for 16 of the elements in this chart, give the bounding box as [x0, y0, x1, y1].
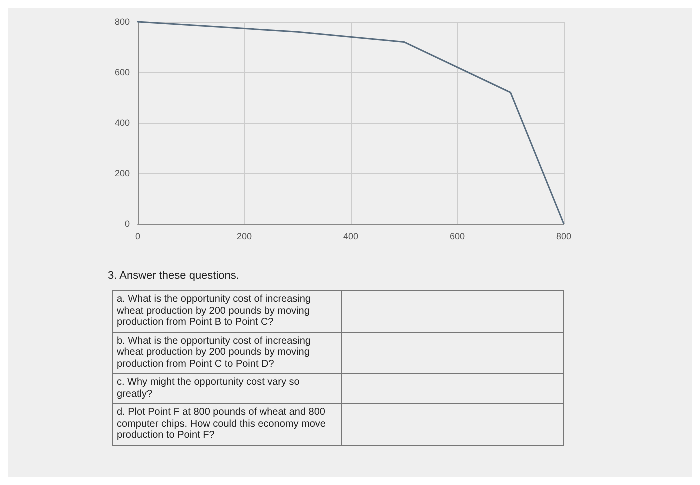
x-tick-label: 200	[236, 232, 252, 242]
text: b. What is the opportunity cost of increasing wheat production by 200 pounds by moving production from Point C to Point D?	[112, 332, 342, 374]
y-tick-label: 200	[114, 168, 130, 178]
x-tick-label: 600	[450, 232, 466, 242]
x-tick-label: 0	[135, 232, 141, 242]
text: a. What is the opportunity cost of increasing wheat production by 200 pounds by moving production from Point B to Point C?	[112, 290, 342, 332]
y-tick-label: 400	[114, 118, 130, 128]
y-tick-label: 600	[114, 68, 130, 78]
text: d. Plot Point F at 800 pounds of wheat and 800 computer chips. How could this economy move production to Point F?	[112, 404, 342, 445]
y-tick-label: 0	[124, 219, 130, 229]
text: c. Why might the opportunity cost vary so greatly?	[112, 374, 342, 404]
x-tick-label: 800	[556, 232, 572, 242]
y-tick-label: 800	[114, 17, 130, 27]
text: 3. Answer these questions.	[108, 270, 240, 282]
line-series	[137, 21, 565, 225]
x-tick-label: 400	[343, 232, 359, 242]
